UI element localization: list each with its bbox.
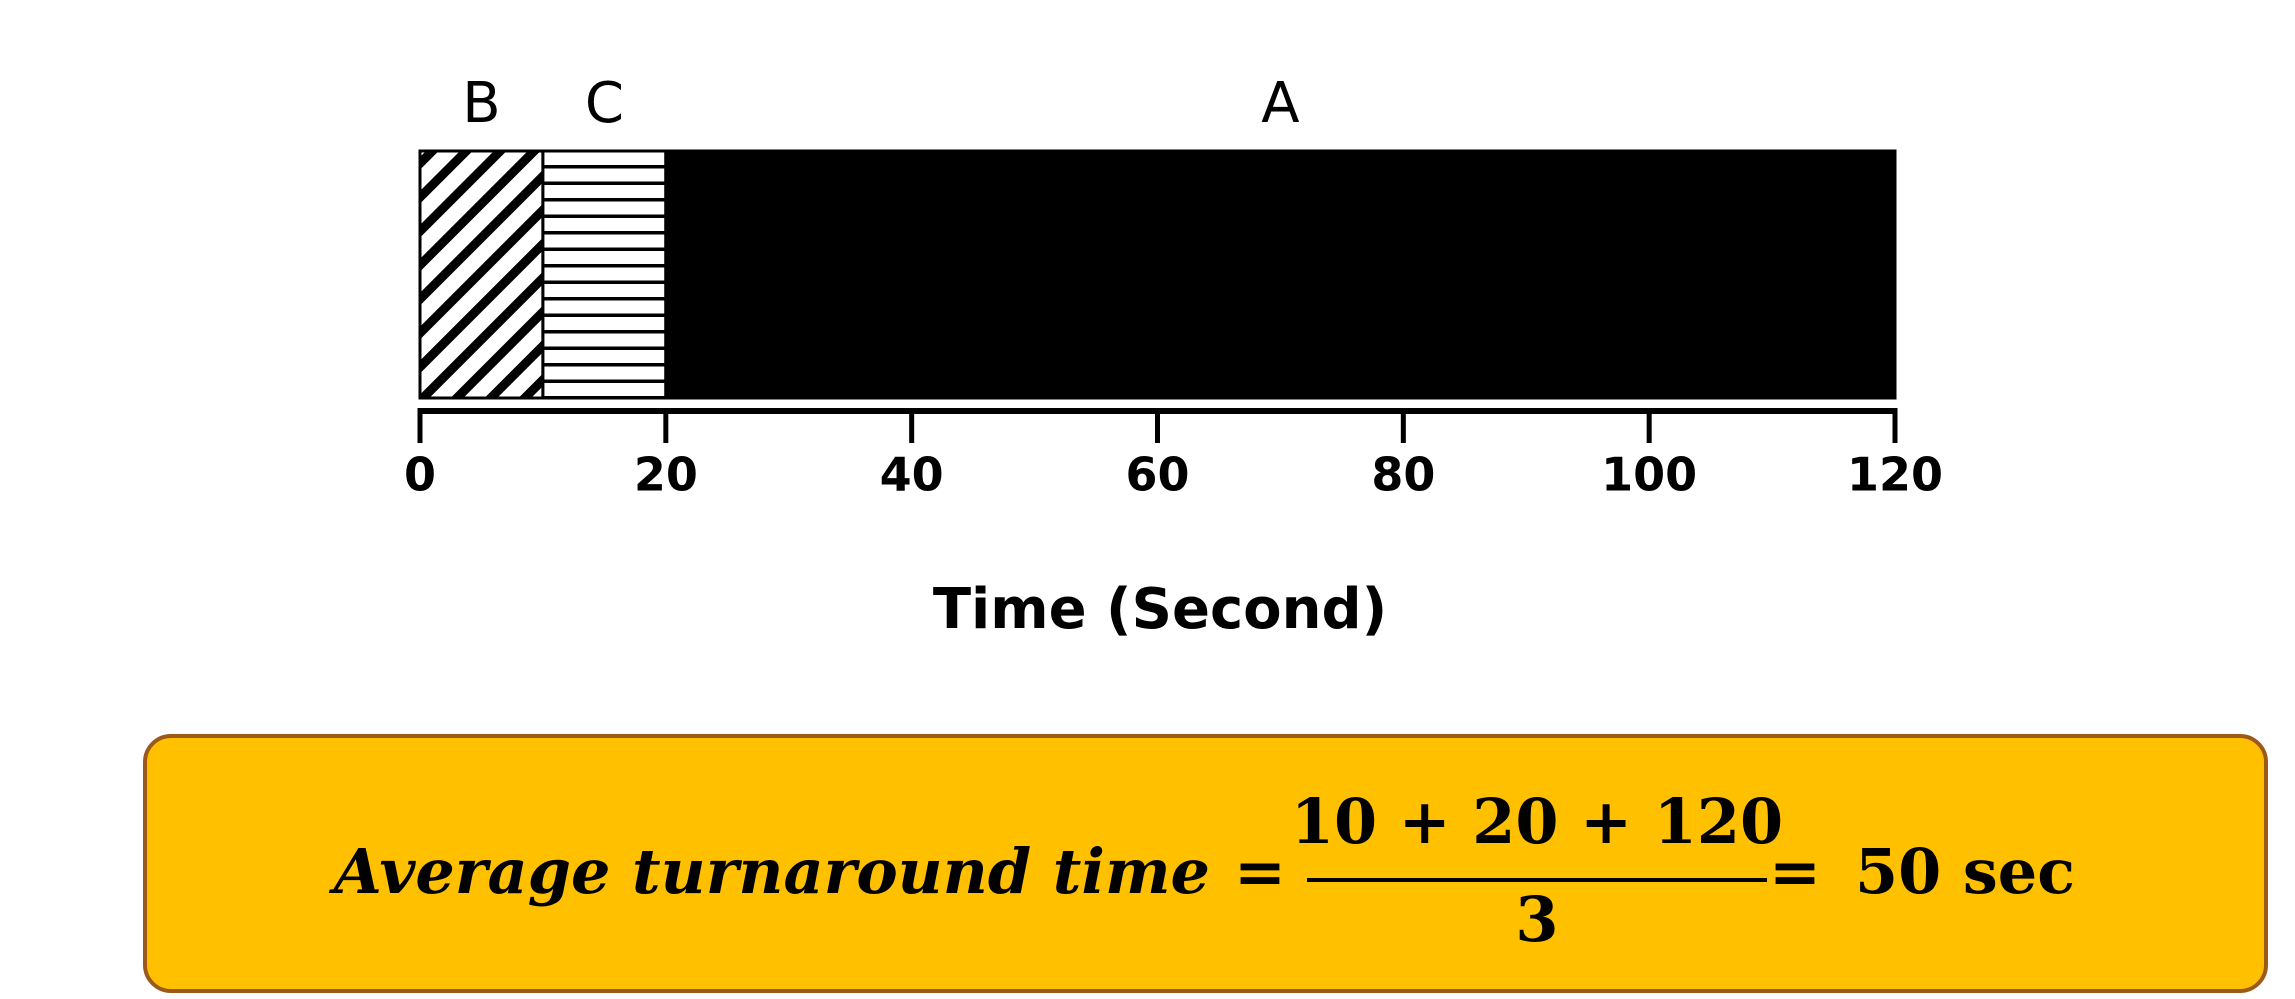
formula-equals: = [1769,835,1821,908]
x-tick-label: 60 [1125,448,1189,502]
x-tick-label: 100 [1601,448,1697,502]
x-tick-label: 40 [880,448,944,502]
x-tick-label: 20 [634,448,698,502]
x-tick-label: 120 [1847,448,1943,502]
formula-result: 50 sec [1855,835,2075,908]
plot: B C A 0 20 40 60 80 100 120 [404,71,1943,501]
formula-equals: = [1234,835,1286,908]
task-bar [418,149,545,400]
task-bar [664,149,1897,400]
formula-denominator: 3 [1515,883,1558,956]
task-label: B [462,71,500,136]
task-label: C [585,71,624,136]
x-tick-label: 0 [404,448,436,502]
formula-numerator: 10 + 20 + 120 [1291,785,1783,858]
x-axis-title: Time (Second) [933,577,1387,642]
task-bar [541,149,668,400]
x-tick-label: 80 [1371,448,1435,502]
task-label: A [1261,71,1299,136]
formula-box [143,734,2268,993]
formula-lhs: Average turnaround time [329,835,1210,908]
